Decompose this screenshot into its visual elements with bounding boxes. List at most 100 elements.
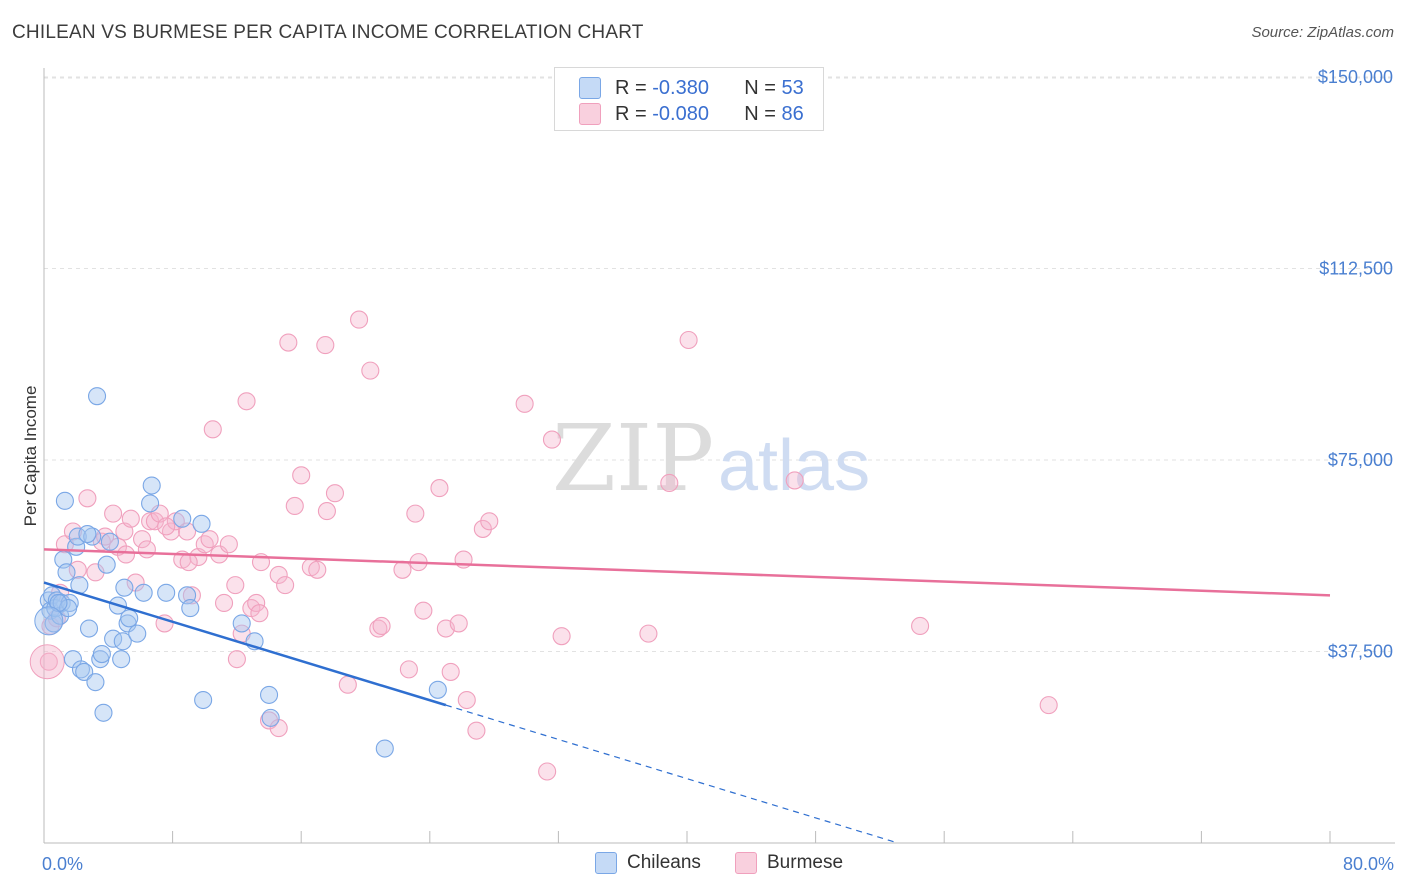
y-axis-label: Per Capita Income	[21, 386, 40, 527]
burmese-point	[406, 504, 425, 523]
burmese-legend-swatch	[735, 852, 757, 874]
burmese-point	[96, 527, 115, 546]
chileans-swatch	[579, 77, 601, 99]
legend-n-label: N =	[744, 102, 776, 125]
burmese-points	[29, 310, 1058, 781]
burmese-point	[63, 522, 82, 541]
chileans-trend-extension	[445, 704, 897, 843]
burmese-point	[78, 489, 97, 508]
chileans-point	[115, 578, 134, 597]
bottom-legend-chileans: Chileans	[595, 852, 701, 874]
burmese-point	[1039, 696, 1058, 715]
burmese-point	[441, 662, 460, 681]
chileans-point	[55, 491, 74, 510]
burmese-point	[350, 310, 369, 329]
burmese-point	[276, 576, 295, 595]
burmese-point	[399, 660, 418, 679]
burmese-point	[279, 333, 298, 352]
chileans-point	[79, 619, 99, 638]
burmese-point	[316, 336, 335, 355]
x-ticks	[43, 831, 1331, 843]
burmese-point	[121, 509, 140, 528]
chileans-point	[157, 583, 176, 602]
watermark-zip: ZIP	[552, 405, 714, 512]
legend-row-burmese: R = -0.080 N = 86	[579, 101, 804, 127]
burmese-point	[226, 576, 245, 595]
chileans-point	[259, 685, 279, 704]
correlation-legend: R = -0.380 N = 53 R = -0.080 N = 86	[554, 67, 824, 131]
burmese-point	[515, 394, 534, 413]
x-tick-label-max: 80.0%	[1343, 854, 1394, 874]
chileans-legend-label: Chileans	[627, 852, 701, 873]
burmese-point	[104, 504, 123, 523]
burmese-point	[250, 604, 269, 623]
bottom-legend-burmese: Burmese	[735, 852, 843, 874]
burmese-point	[141, 512, 160, 531]
burmese-point	[393, 560, 412, 579]
chileans-point	[232, 614, 251, 633]
burmese-point	[467, 721, 486, 740]
burmese-point	[292, 466, 311, 485]
chileans-point	[83, 527, 102, 546]
burmese-point	[68, 560, 87, 579]
chileans-point	[87, 387, 107, 406]
legend-r-value: -0.380	[652, 76, 709, 99]
burmese-point	[285, 496, 304, 516]
chileans-point	[128, 624, 147, 643]
burmese-point	[911, 616, 930, 636]
chileans-point	[428, 680, 447, 699]
y-tick-label: $150,000	[1318, 67, 1393, 87]
chileans-point	[75, 662, 94, 681]
legend-n-value: 86	[781, 102, 804, 125]
chileans-point	[57, 563, 76, 582]
chileans-cluster-point	[34, 606, 64, 636]
burmese-cluster-point	[29, 644, 65, 680]
burmese-point	[660, 473, 679, 493]
burmese-point	[679, 330, 698, 350]
chileans-point	[375, 739, 394, 758]
chart-source: Source: ZipAtlas.com	[1251, 24, 1394, 41]
legend-r-label: R =	[615, 76, 647, 99]
burmese-point	[542, 430, 562, 449]
burmese-point	[157, 517, 176, 536]
burmese-point	[538, 762, 557, 781]
burmese-point	[308, 560, 327, 579]
y-tick-labels: $37,500 $75,000 $112,500 $150,000	[1318, 67, 1393, 662]
burmese-point	[338, 675, 357, 694]
legend-n-value: 53	[781, 76, 804, 99]
burmese-point	[369, 619, 388, 638]
legend-n-label: N =	[744, 76, 776, 99]
chileans-point	[92, 645, 111, 664]
y-tick-label: $75,000	[1328, 450, 1393, 470]
burmese-point	[785, 471, 804, 490]
watermark: ZIP atlas	[552, 405, 870, 512]
burmese-point	[195, 535, 214, 554]
chileans-point	[120, 609, 139, 628]
legend-r-label: R =	[615, 102, 647, 125]
chileans-point	[173, 509, 192, 528]
burmese-point	[414, 601, 433, 620]
burmese-point	[133, 530, 152, 549]
legend-row-chileans: R = -0.380 N = 53	[579, 75, 804, 101]
burmese-point	[227, 650, 246, 669]
burmese-point	[317, 502, 336, 521]
chileans-point	[194, 690, 213, 710]
chileans-point	[94, 703, 113, 722]
chileans-point	[100, 532, 119, 551]
burmese-point	[200, 530, 219, 549]
chileans-points	[34, 387, 447, 758]
chileans-point	[141, 494, 160, 513]
burmese-point	[639, 624, 658, 643]
burmese-point	[325, 484, 345, 503]
chileans-point	[86, 673, 105, 692]
burmese-swatch	[579, 103, 601, 125]
burmese-point	[372, 616, 391, 636]
chileans-point	[59, 599, 78, 618]
chileans-point	[112, 650, 131, 669]
burmese-point	[137, 540, 156, 559]
burmese-point	[214, 593, 234, 613]
chileans-point	[71, 660, 91, 679]
burmese-point	[116, 545, 136, 564]
chileans-point	[192, 514, 211, 533]
